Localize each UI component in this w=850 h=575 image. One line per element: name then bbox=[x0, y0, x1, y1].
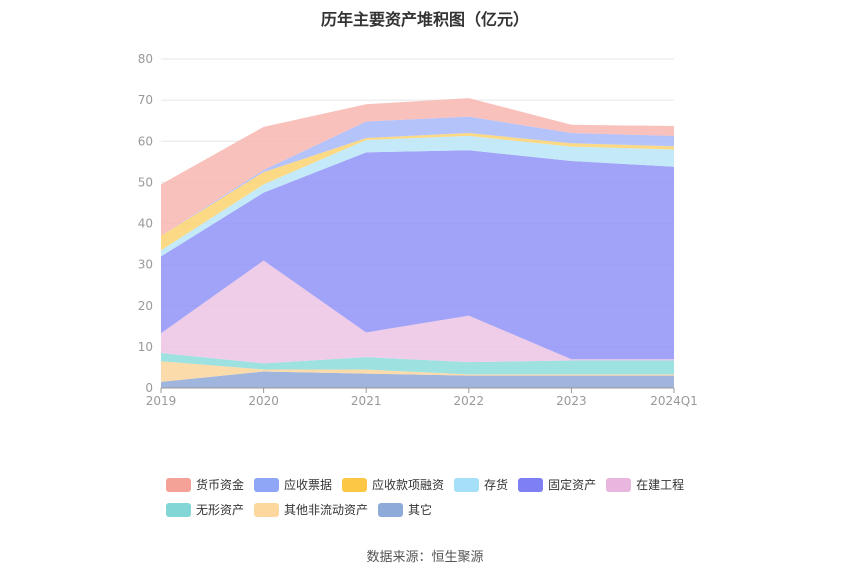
legend-label: 固定资产 bbox=[548, 476, 596, 493]
y-tick-label: 70 bbox=[138, 93, 153, 107]
data-source-note: 数据来源：恒生聚源 bbox=[0, 546, 850, 565]
legend-item[interactable]: 固定资产 bbox=[518, 472, 596, 497]
legend-item[interactable]: 应收票据 bbox=[254, 472, 332, 497]
legend-item[interactable]: 存货 bbox=[454, 472, 508, 497]
legend-label: 其他非流动资产 bbox=[284, 501, 368, 518]
legend-swatch bbox=[342, 478, 367, 492]
legend-swatch bbox=[606, 478, 631, 492]
x-tick-label: 2022 bbox=[454, 394, 485, 408]
y-tick-label: 10 bbox=[138, 340, 153, 354]
legend-swatch bbox=[454, 478, 479, 492]
legend-label: 应收票据 bbox=[284, 476, 332, 493]
y-tick-label: 40 bbox=[138, 217, 153, 231]
legend-swatch bbox=[166, 503, 191, 517]
x-tick-label: 2020 bbox=[248, 394, 279, 408]
legend-label: 应收款项融资 bbox=[372, 476, 444, 493]
chart-legend: 货币资金 应收票据 应收款项融资 存货 固定资产 在建工程无形资产 其他非流动资产 其它 bbox=[166, 472, 726, 522]
legend-item[interactable]: 其他非流动资产 bbox=[254, 497, 368, 522]
legend-item[interactable]: 在建工程 bbox=[606, 472, 684, 497]
legend-label: 无形资产 bbox=[196, 501, 244, 518]
x-tick-label: 2021 bbox=[351, 394, 382, 408]
legend-label: 其它 bbox=[408, 501, 432, 518]
legend-label: 货币资金 bbox=[196, 476, 244, 493]
legend-item[interactable]: 货币资金 bbox=[166, 472, 244, 497]
y-tick-label: 60 bbox=[138, 134, 153, 148]
legend-label: 在建工程 bbox=[636, 476, 684, 493]
y-tick-label: 80 bbox=[138, 52, 153, 66]
y-tick-label: 0 bbox=[145, 381, 153, 395]
legend-swatch bbox=[166, 478, 191, 492]
area-series bbox=[161, 98, 674, 388]
y-tick-label: 30 bbox=[138, 258, 153, 272]
x-tick-label: 2024Q1 bbox=[650, 394, 698, 408]
x-tick-label: 2019 bbox=[146, 394, 177, 408]
legend-swatch bbox=[254, 503, 279, 517]
legend-swatch bbox=[378, 503, 403, 517]
legend-label: 存货 bbox=[484, 476, 508, 493]
legend-swatch bbox=[518, 478, 543, 492]
legend-item[interactable]: 无形资产 bbox=[166, 497, 244, 522]
legend-item[interactable]: 其它 bbox=[378, 497, 432, 522]
x-tick-label: 2023 bbox=[556, 394, 587, 408]
y-tick-label: 20 bbox=[138, 299, 153, 313]
legend-swatch bbox=[254, 478, 279, 492]
legend-item[interactable]: 应收款项融资 bbox=[342, 472, 444, 497]
y-tick-label: 50 bbox=[138, 175, 153, 189]
